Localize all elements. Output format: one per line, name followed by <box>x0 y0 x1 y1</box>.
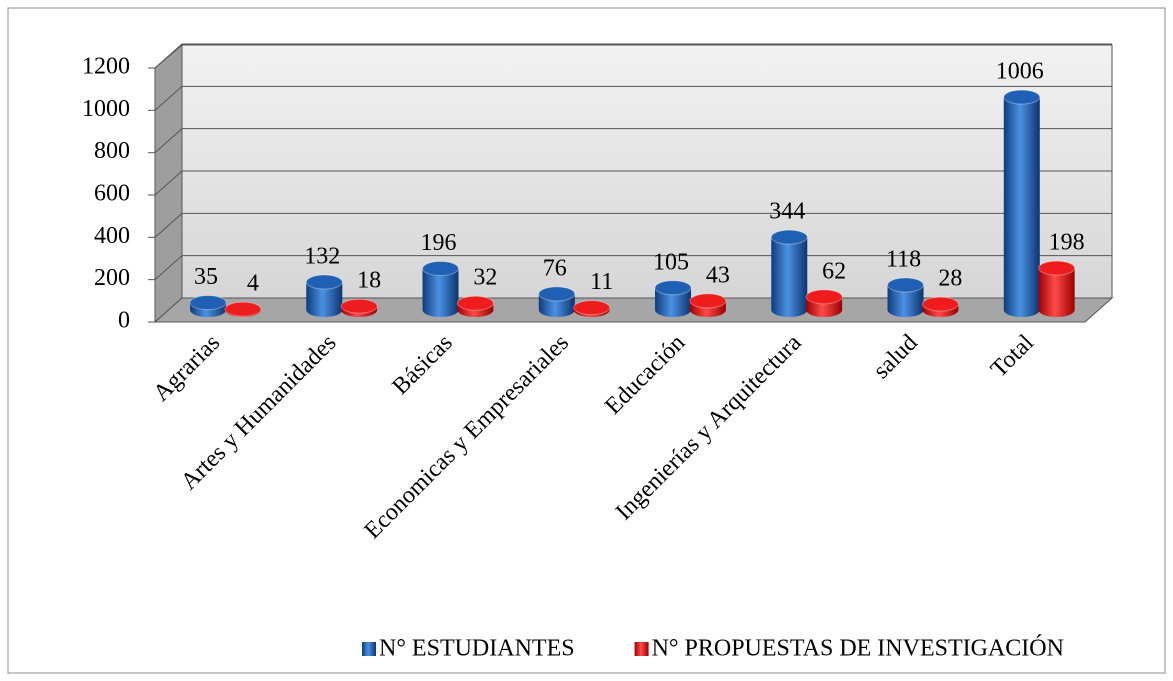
value-label: 62 <box>822 258 846 284</box>
y-tick-label: 200 <box>94 265 130 291</box>
bar-top <box>340 298 378 314</box>
value-label: 35 <box>194 264 218 290</box>
bar-top <box>1003 89 1041 105</box>
bar <box>771 237 808 318</box>
y-tick-label: 1000 <box>82 96 130 122</box>
bar-top <box>422 261 460 277</box>
floor <box>153 297 1114 323</box>
bar-top <box>305 274 343 290</box>
bar <box>306 282 343 318</box>
bar-top <box>224 301 262 317</box>
value-label: 28 <box>938 266 962 292</box>
y-tick-label: 1200 <box>82 54 130 80</box>
y-tick-label: 800 <box>94 138 130 164</box>
y-tick-label: 400 <box>94 223 130 249</box>
value-label: 196 <box>421 230 457 256</box>
value-label: 105 <box>653 249 689 275</box>
bar-top <box>689 293 727 309</box>
bar-top <box>456 295 494 311</box>
value-label: 4 <box>247 271 259 297</box>
legend-swatch <box>362 642 376 656</box>
bar-top <box>921 296 959 312</box>
value-label: 118 <box>886 247 921 273</box>
value-label: 76 <box>543 255 567 281</box>
y-tick-label: 0 <box>118 308 130 334</box>
value-label: 1006 <box>996 59 1044 85</box>
bar-top <box>538 286 576 302</box>
bar <box>887 285 924 318</box>
bar <box>655 287 692 318</box>
legend-swatch <box>634 642 649 656</box>
bar-top <box>770 229 808 245</box>
bar <box>422 268 459 318</box>
bar <box>1038 268 1075 318</box>
legend-label: N° ESTUDIANTES <box>379 636 575 662</box>
value-label: 32 <box>473 265 497 291</box>
bar-top <box>805 289 843 305</box>
bar-top <box>887 277 925 293</box>
side-grid-line <box>154 128 183 154</box>
y-tick-label: 600 <box>94 181 130 207</box>
bar-top <box>189 295 227 311</box>
side-grid-line <box>154 170 183 196</box>
side-grid-line <box>154 255 183 281</box>
legend-label: N° PROPUESTAS DE INVESTIGACIÓN <box>652 635 1064 662</box>
bar <box>1003 97 1040 318</box>
value-label: 43 <box>706 262 730 288</box>
side-grid-line <box>154 85 183 111</box>
bar-top <box>654 280 692 296</box>
side-grid-line <box>154 43 183 69</box>
bar-top <box>1038 260 1076 276</box>
side-grid-line <box>154 212 183 238</box>
value-label: 11 <box>590 269 613 295</box>
value-label: 344 <box>769 199 805 225</box>
value-label: 132 <box>304 244 340 270</box>
value-label: 198 <box>1049 230 1085 256</box>
bar-top <box>573 300 611 316</box>
value-label: 18 <box>357 268 381 294</box>
